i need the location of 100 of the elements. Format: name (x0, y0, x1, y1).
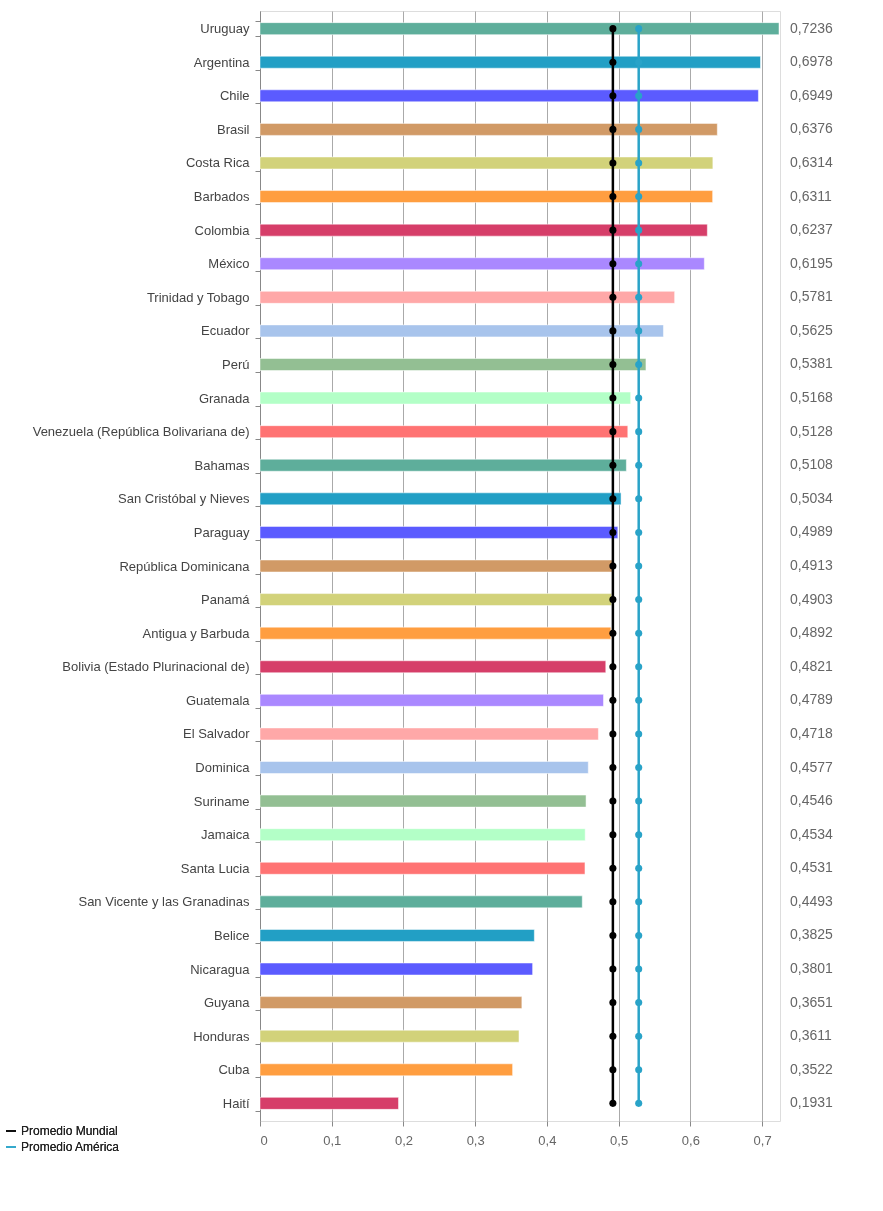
legend-label: Promedio Mundial (21, 1124, 118, 1138)
y-tick-label: San Cristóbal y Nieves (118, 491, 250, 507)
y-tick-label: Ecuador (201, 323, 251, 339)
data-label: 0,6195 (790, 254, 834, 271)
data-label: 0,4789 (790, 691, 834, 708)
data-label: 0,4546 (790, 792, 834, 809)
data-label: 0,3825 (790, 926, 834, 943)
y-tick-label: Argentina (193, 54, 251, 70)
legend-label: Promedio América (21, 1140, 120, 1154)
bar (259, 828, 586, 841)
bar (259, 123, 718, 136)
bar (259, 862, 586, 875)
bar (259, 291, 675, 304)
bar (259, 22, 780, 35)
y-tick-label: Bolivia (Estado Plurinacional de) (62, 659, 250, 675)
y-tick-label: México (208, 256, 250, 272)
bar (259, 929, 535, 942)
y-tick-label: Nicaragua (190, 961, 251, 977)
data-label: 0,4531 (790, 859, 834, 876)
data-label: 0,6376 (790, 120, 834, 137)
bar (259, 156, 714, 170)
x-tick-label: 0,3 (466, 1132, 485, 1148)
y-tick-label: Uruguay (200, 21, 250, 37)
bar (259, 962, 533, 976)
bar (259, 996, 523, 1009)
y-tick-label: Perú (222, 356, 250, 372)
y-tick-label: Guyana (203, 995, 251, 1011)
bar (259, 895, 583, 909)
bar (259, 794, 587, 808)
y-tick-label: Honduras (193, 1028, 250, 1044)
y-tick-label: Granada (198, 390, 251, 406)
data-label: 0,4821 (790, 657, 834, 674)
bar (259, 190, 713, 203)
y-tick-label: Panamá (201, 592, 251, 608)
x-tick-label: 0 (260, 1132, 268, 1148)
data-label: 0,6978 (790, 53, 834, 70)
y-tick-label: Chile (219, 88, 250, 104)
y-tick-label: Jamaica (201, 827, 251, 843)
data-label: 0,3651 (790, 993, 834, 1010)
data-label: 0,5781 (790, 288, 834, 305)
data-label: 0,4989 (790, 523, 834, 540)
data-label: 0,4493 (790, 892, 834, 909)
bar (259, 626, 612, 640)
y-tick-label: Dominica (195, 760, 251, 776)
data-label: 0,3801 (790, 960, 834, 977)
data-label: 0,6949 (790, 86, 834, 103)
data-label: 0,4903 (790, 590, 834, 607)
y-tick-label: San Vicente y las Granadinas (78, 894, 250, 910)
x-tick-label: 0,4 (538, 1132, 557, 1148)
x-tick-label: 0,6 (681, 1132, 700, 1148)
bar (259, 391, 631, 405)
x-tick-label: 0,7 (753, 1132, 772, 1148)
data-label: 0,5381 (790, 355, 834, 372)
data-label: 0,6237 (790, 221, 834, 238)
bar (259, 458, 627, 472)
bar (259, 559, 613, 573)
y-tick-label: Suriname (193, 793, 250, 809)
bar (259, 526, 619, 539)
bar (259, 223, 708, 237)
bar (259, 593, 612, 606)
bar (259, 660, 607, 674)
y-tick-label: Cuba (218, 1062, 251, 1078)
y-tick-label: Paraguay (193, 524, 250, 540)
data-label: 0,6311 (790, 187, 832, 204)
data-label: 0,4534 (790, 825, 834, 842)
data-label: 0,7236 (790, 19, 834, 36)
bar (259, 89, 759, 103)
bar (259, 257, 705, 270)
y-tick-label: Santa Lucia (180, 860, 251, 876)
x-tick-label: 0,2 (394, 1132, 413, 1148)
bar (259, 1097, 399, 1110)
data-label: 0,3611 (790, 1027, 832, 1044)
bar (259, 1063, 513, 1077)
y-tick-label: República Dominicana (119, 558, 251, 574)
data-label: 0,4913 (790, 557, 834, 573)
data-label: 0,6314 (790, 153, 834, 170)
data-label: 0,4577 (790, 758, 834, 775)
x-tick-label: 0,1 (323, 1132, 342, 1148)
x-tick-label: 0,5 (610, 1132, 629, 1148)
y-tick-label: Antigua y Barbuda (142, 625, 251, 641)
y-tick-label: El Salvador (183, 726, 251, 742)
data-label: 0,5168 (790, 389, 834, 406)
y-tick-label: Costa Rica (185, 155, 251, 171)
y-tick-label: Barbados (193, 189, 250, 205)
y-tick-label: Bahamas (194, 457, 250, 473)
bar (259, 727, 599, 741)
bar (259, 694, 604, 707)
data-label: 0,3522 (790, 1060, 834, 1077)
data-label: 0,4892 (790, 624, 834, 641)
y-tick-label: Venezuela (República Bolivariana de) (32, 424, 250, 440)
data-label: 0,4718 (790, 724, 834, 741)
bar (259, 761, 589, 774)
y-tick-label: Brasil (216, 121, 250, 137)
bar (259, 492, 622, 506)
y-tick-label: Belice (214, 927, 250, 943)
bar (259, 358, 647, 371)
bar (259, 1029, 520, 1043)
data-label: 0,5128 (790, 422, 834, 439)
data-label: 0,5108 (790, 456, 834, 473)
y-tick-label: Haití (222, 1095, 250, 1111)
